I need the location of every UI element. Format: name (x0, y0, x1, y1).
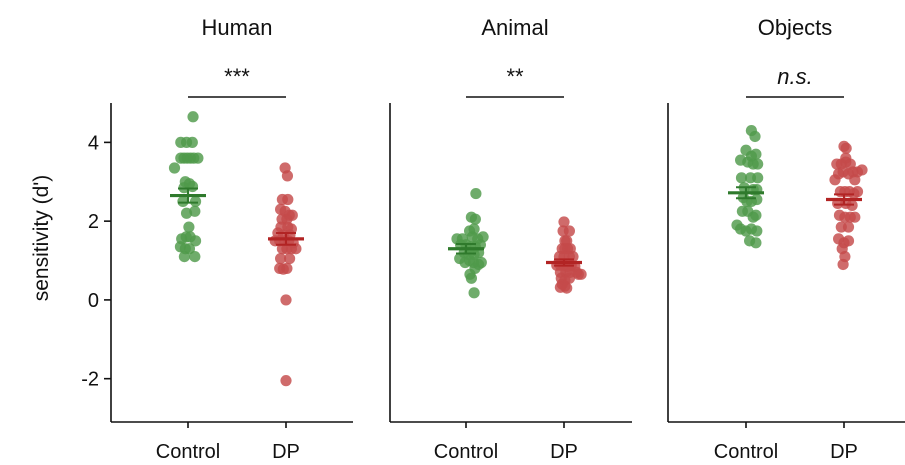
panel-objects: Objects n.s. Control DP (667, 15, 905, 463)
significance-label: n.s. (777, 64, 812, 89)
data-point (470, 187, 482, 200)
data-point (464, 268, 476, 280)
data-point (837, 258, 849, 271)
data-point (187, 111, 199, 123)
data-point (183, 221, 195, 233)
data-point (842, 221, 855, 233)
data-point (750, 237, 762, 249)
series-control (168, 111, 206, 263)
data-point (282, 193, 294, 206)
data-point (275, 252, 287, 265)
data-point (849, 174, 861, 186)
data-point (751, 193, 763, 206)
panel-title: Objects (758, 15, 833, 40)
data-point (281, 262, 293, 275)
data-point (192, 152, 204, 164)
data-point (851, 186, 864, 198)
data-point (280, 294, 292, 306)
data-point (563, 225, 576, 237)
data-point (283, 209, 295, 221)
x-category-label: DP (272, 441, 300, 463)
data-point (189, 250, 201, 263)
data-point (750, 148, 762, 160)
data-point (284, 252, 296, 265)
y-tick-label: 2 (88, 211, 99, 233)
data-point (468, 287, 480, 299)
y-tick-label: 0 (88, 290, 99, 312)
data-point (829, 174, 841, 186)
x-category-label: Control (714, 441, 778, 463)
panel-title: Human (202, 15, 273, 40)
data-point (752, 172, 764, 184)
data-point (752, 158, 764, 170)
data-point (189, 205, 201, 217)
data-point (280, 375, 292, 387)
data-point (749, 130, 761, 143)
data-point (189, 195, 202, 208)
significance-label: *** (224, 64, 250, 89)
data-point (469, 213, 481, 225)
data-point (750, 209, 762, 221)
data-point (751, 225, 763, 237)
data-point (168, 162, 181, 174)
data-point (840, 142, 852, 154)
data-point (186, 136, 198, 148)
x-category-label: DP (830, 441, 858, 463)
series-dp (546, 216, 587, 294)
y-tick-label: 4 (88, 132, 99, 154)
significance-label: ** (506, 64, 524, 89)
data-point (735, 172, 748, 184)
series-dp (826, 140, 868, 271)
series-control (728, 124, 764, 249)
data-point (554, 281, 567, 293)
data-point (856, 164, 868, 176)
data-point (177, 195, 189, 208)
y-tick-label: -2 (81, 369, 99, 391)
data-point (842, 235, 855, 247)
data-point (558, 216, 570, 228)
panel-animal: Animal ** Control DP (389, 15, 632, 463)
data-point (178, 250, 190, 263)
y-axis-label: sensitivity (d') (30, 175, 53, 302)
x-category-label: Control (156, 441, 220, 463)
data-point (849, 211, 861, 223)
data-point (189, 235, 202, 247)
panel-human: Human *** -2 0 2 4 Control DP (81, 15, 353, 463)
x-category-label: DP (550, 441, 578, 463)
x-category-label: Control (434, 441, 498, 463)
series-control (448, 187, 489, 299)
data-point (290, 243, 302, 255)
data-point (575, 268, 587, 280)
panel-title: Animal (481, 15, 548, 40)
series-dp (268, 162, 304, 387)
data-point (281, 170, 294, 182)
